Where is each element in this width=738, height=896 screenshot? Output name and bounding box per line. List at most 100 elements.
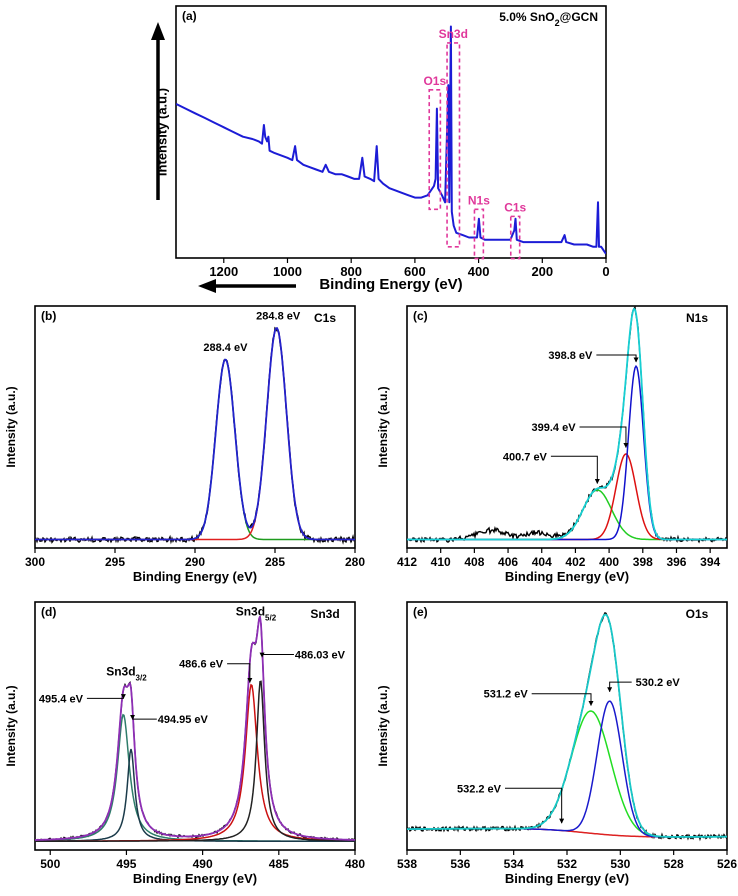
y-axis-label: Intensity (a.u.) xyxy=(376,685,390,766)
y-axis-label: Intensity (a.u.) xyxy=(4,386,18,467)
x-axis-label: Binding Energy (eV) xyxy=(505,569,629,584)
x-tick-label: 408 xyxy=(464,555,484,569)
peak-arrow xyxy=(227,664,250,683)
chart-title: Sn3d xyxy=(310,607,339,621)
peak-label-486-03-ev: 486.03 eV xyxy=(295,650,346,662)
peak-arrow xyxy=(262,655,294,658)
x-tick-label: 1000 xyxy=(273,264,302,279)
x-axis-label: Binding Energy (eV) xyxy=(505,871,629,886)
peak-label-n1s: N1s xyxy=(468,193,490,207)
panel-label: (e) xyxy=(413,605,428,619)
x-axis-label: Binding Energy (eV) xyxy=(133,871,257,886)
peak-label-400-7-ev: 400.7 eV xyxy=(503,451,548,463)
x-tick-label: 532 xyxy=(557,857,577,871)
series-line-peak-399-4-ev xyxy=(407,454,727,540)
peak-label-sn3d5-2: Sn3d5/2 xyxy=(236,604,277,622)
x-tick-label: 398 xyxy=(633,555,653,569)
x-tick-label: 500 xyxy=(40,857,60,871)
x-tick-label: 280 xyxy=(345,555,365,569)
peak-label-531-2-ev: 531.2 eV xyxy=(484,689,529,701)
chart-panel-d: 500495490485480Binding Energy (eV)Intens… xyxy=(4,602,365,886)
panel-label: (b) xyxy=(41,309,56,323)
peak-label-530-2-ev: 530.2 eV xyxy=(636,677,681,689)
y-axis-label: Intensity (a.u.) xyxy=(376,386,390,467)
chart-title: 5.0% SnO2@GCN xyxy=(499,10,598,28)
peak-label-494-95-ev: 494.95 eV xyxy=(158,714,209,726)
series-line-envelope xyxy=(407,615,727,837)
x-axis-label: Binding Energy (eV) xyxy=(319,276,462,293)
series-line-peak-400-7-ev xyxy=(407,490,727,540)
x-tick-label: 396 xyxy=(666,555,686,569)
series-line-background xyxy=(407,829,727,837)
x-tick-label: 400 xyxy=(468,264,490,279)
binding-energy-arrow xyxy=(198,279,296,293)
series-line-peak-288-4-ev xyxy=(35,360,355,540)
series-line-peak-486-03-ev xyxy=(35,681,355,841)
peak-label-495-4-ev: 495.4 eV xyxy=(39,693,84,705)
peak-arrow xyxy=(532,694,591,706)
chart-panel-a: 120010008006004002000Binding Energy (eV)… xyxy=(154,6,609,293)
x-axis-label: Binding Energy (eV) xyxy=(133,569,257,584)
x-tick-label: 490 xyxy=(193,857,213,871)
x-tick-label: 485 xyxy=(269,857,289,871)
peak-label-sn3d: Sn3d xyxy=(439,27,468,41)
plot-area xyxy=(176,27,606,254)
x-tick-label: 1200 xyxy=(209,264,238,279)
chart-panel-b: 300 295 290 285 280 Binding Energy (eV) Intens… xyxy=(4,306,365,584)
x-tick-label: 295 xyxy=(105,555,125,569)
chart-title: C1s xyxy=(314,311,336,325)
x-tick-label: 394 xyxy=(700,555,720,569)
x-tick-label: 406 xyxy=(498,555,518,569)
x-tick-label: 530 xyxy=(610,857,630,871)
x-tick-label: 528 xyxy=(664,857,684,871)
plot-area xyxy=(407,613,727,839)
figure: 120010008006004002000Binding Energy (eV)… xyxy=(0,0,738,896)
peak-label-284-8-ev: 284.8 eV xyxy=(256,310,301,322)
series-line-envelope xyxy=(35,328,355,539)
peak-box-n1s xyxy=(474,209,483,258)
x-tick-label: 404 xyxy=(532,555,552,569)
peak-arrow xyxy=(505,788,562,823)
x-tick-label: 538 xyxy=(397,857,417,871)
plot-frame xyxy=(35,306,355,548)
chart-panel-e: 538 536 534 532 530 528 526 Binding Energy (eV)… xyxy=(376,602,737,886)
x-tick-label: 285 xyxy=(265,555,285,569)
series-line-survey xyxy=(176,27,606,254)
series-line-peak-494-95-ev xyxy=(35,749,355,841)
panel-label: (a) xyxy=(182,9,197,23)
chart-panel-c: 412 410 408 406 404 402 400 398 396 394 Binding En… xyxy=(376,306,727,584)
peak-label-398-8-ev: 398.8 eV xyxy=(548,350,593,362)
x-tick-label: 200 xyxy=(531,264,553,279)
chart-title: O1s xyxy=(686,607,709,621)
x-tick-label: 412 xyxy=(397,555,417,569)
peak-arrow xyxy=(596,355,636,362)
series-line-experimental xyxy=(407,613,727,839)
x-tick-label: 290 xyxy=(185,555,205,569)
peak-label-o1s: O1s xyxy=(423,74,446,88)
series-line-peak-486-6-ev xyxy=(35,685,355,841)
plot-frame xyxy=(407,602,727,850)
x-tick-label: 536 xyxy=(450,857,470,871)
y-axis-label: Intensity (a.u.) xyxy=(154,88,169,176)
peak-label-sn3d3-2: Sn3d3/2 xyxy=(106,664,147,682)
x-tick-label: 300 xyxy=(25,555,45,569)
peak-label-288-4-ev: 288.4 eV xyxy=(203,342,248,354)
series-line-peak-284-8-ev xyxy=(35,328,355,539)
x-tick-label: 495 xyxy=(116,857,136,871)
panel-label: (d) xyxy=(41,605,56,619)
x-tick-label: 0 xyxy=(602,264,609,279)
peak-arrow xyxy=(551,456,597,483)
peak-label-399-4-ev: 399.4 eV xyxy=(532,422,577,434)
panel-label: (c) xyxy=(413,309,428,323)
x-tick-label: 402 xyxy=(565,555,585,569)
plot-frame xyxy=(176,6,606,258)
x-tick-label: 480 xyxy=(345,857,365,871)
x-tick-label: 400 xyxy=(599,555,619,569)
peak-arrow xyxy=(610,682,632,692)
peak-label-c1s: C1s xyxy=(504,200,526,214)
chart-title: N1s xyxy=(686,311,708,325)
x-tick-label: 526 xyxy=(717,857,737,871)
x-tick-label: 410 xyxy=(431,555,451,569)
series-line-peak-398-8-ev xyxy=(407,366,727,539)
x-tick-label: 534 xyxy=(504,857,524,871)
